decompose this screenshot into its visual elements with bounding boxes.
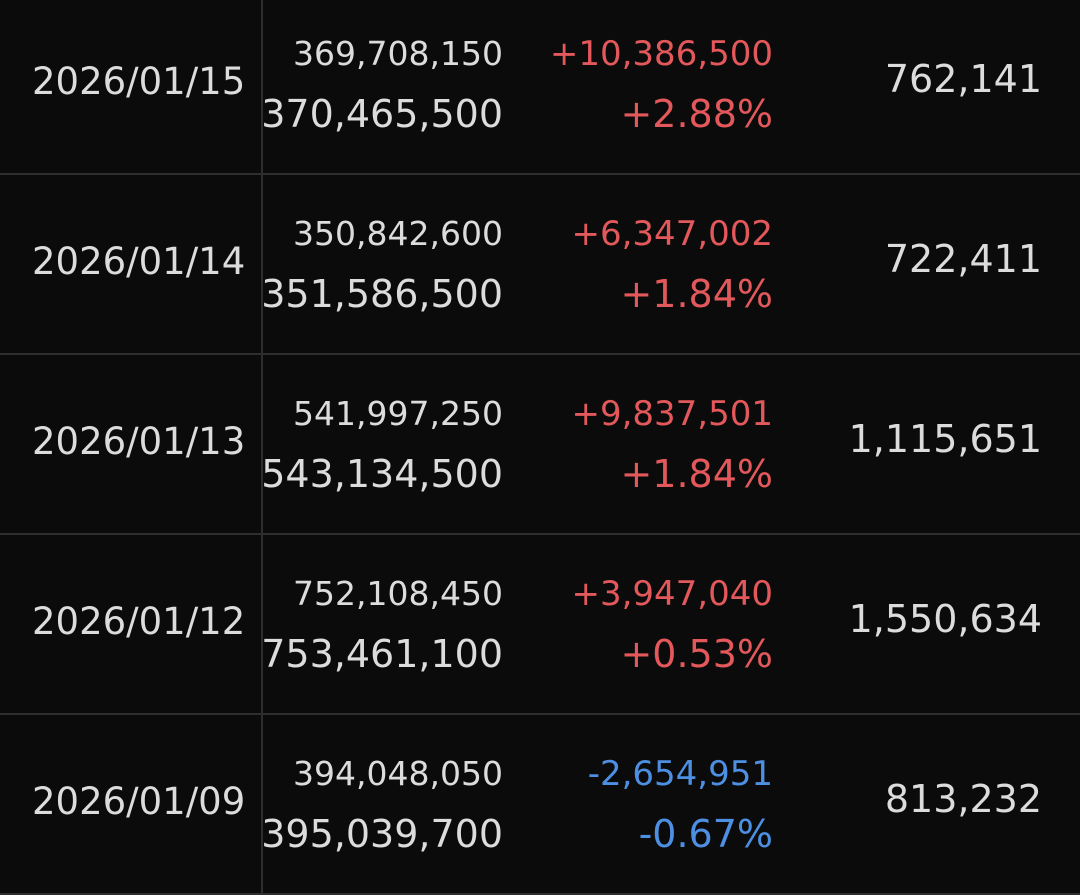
price-bottom: 753,461,100 — [261, 632, 503, 676]
column-divider — [261, 175, 263, 355]
volume: 813,232 — [884, 777, 1042, 821]
change: -2,654,951 — [587, 754, 773, 794]
price-top: 394,048,050 — [293, 754, 503, 793]
change-percent: +1.84% — [620, 452, 773, 496]
date: 2026/01/14 — [32, 240, 246, 283]
price-top: 369,708,150 — [293, 34, 503, 73]
price-bottom: 543,134,500 — [261, 452, 503, 496]
change: +9,837,501 — [571, 394, 773, 434]
price-top: 541,997,250 — [293, 394, 503, 433]
table-row: 2026/01/14 350,842,600 351,586,500 +6,347,0… — [0, 175, 1080, 355]
table-row: 2026/01/09 394,048,050 395,039,700 -2,654,9… — [0, 715, 1080, 895]
price-bottom: 351,586,500 — [261, 272, 503, 316]
volume: 1,550,634 — [848, 597, 1042, 641]
table-row: 2026/01/13 541,997,250 543,134,500 +9,837,5… — [0, 355, 1080, 535]
date: 2026/01/09 — [32, 780, 246, 823]
change: +6,347,002 — [571, 214, 773, 254]
volume: 722,411 — [884, 237, 1042, 281]
volume: 1,115,651 — [848, 417, 1042, 461]
column-divider — [261, 535, 263, 715]
date: 2026/01/12 — [32, 600, 246, 643]
price-top: 752,108,450 — [293, 574, 503, 613]
price-bottom: 370,465,500 — [261, 92, 503, 136]
date: 2026/01/15 — [32, 60, 246, 103]
column-divider — [261, 355, 263, 535]
change-percent: -0.67% — [638, 812, 773, 856]
price-bottom: 395,039,700 — [261, 812, 503, 856]
change-percent: +2.88% — [620, 92, 773, 136]
change-percent: +0.53% — [620, 632, 773, 676]
change: +3,947,040 — [571, 574, 773, 614]
column-divider — [261, 0, 263, 175]
table-row: 2026/01/12 752,108,450 753,461,100 +3,947,0… — [0, 535, 1080, 715]
date: 2026/01/13 — [32, 420, 246, 463]
table-row: 2026/01/15 369,708,150 370,465,500 +10,386,… — [0, 0, 1080, 175]
change: +10,386,500 — [549, 34, 773, 74]
change-percent: +1.84% — [620, 272, 773, 316]
price-top: 350,842,600 — [293, 214, 503, 253]
volume: 762,141 — [884, 57, 1042, 101]
column-divider — [261, 715, 263, 895]
